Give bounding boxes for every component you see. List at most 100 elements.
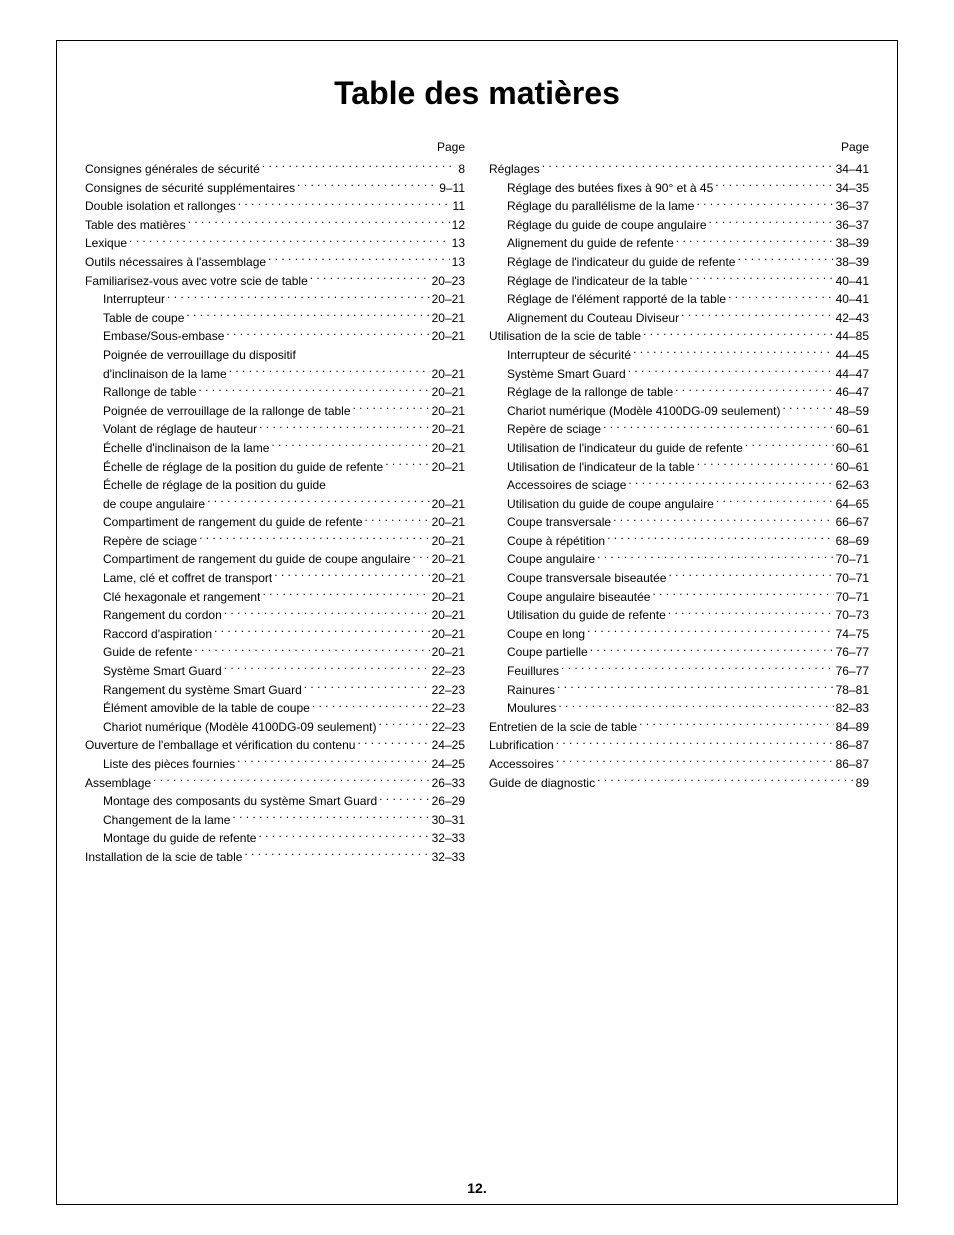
toc-leader-dots <box>153 775 430 787</box>
toc-entry: Moulures82–83 <box>489 699 869 718</box>
toc-entry: Table de coupe 20–21 <box>85 309 465 328</box>
toc-page: 74–75 <box>836 625 869 644</box>
toc-leader-dots <box>639 719 834 731</box>
toc-entry: Montage du guide de refente 32–33 <box>85 829 465 848</box>
toc-entry: Compartiment de rangement du guide de co… <box>85 550 465 569</box>
toc-leader-dots <box>224 663 430 675</box>
toc-entry: de coupe angulaire 20–21 <box>85 495 465 514</box>
toc-entry: Interrupteur de sécurité44–45 <box>489 346 869 365</box>
toc-page: 76–77 <box>836 643 869 662</box>
toc-leader-dots <box>668 607 834 619</box>
toc-label: Réglage de l'indicateur de la table <box>507 272 687 291</box>
toc-page: 20–21 <box>432 532 465 551</box>
toc-label: Échelle de réglage de la position du gui… <box>103 458 383 477</box>
toc-entry: Réglage du guide de coupe angulaire36–37 <box>489 216 869 235</box>
toc-page: 32–33 <box>432 829 465 848</box>
toc-page: 40–41 <box>836 272 869 291</box>
page-header-right: Page <box>489 140 869 154</box>
toc-label: Moulures <box>507 699 556 718</box>
toc-entry: Accessoires86–87 <box>489 755 869 774</box>
toc-label: de coupe angulaire <box>103 495 205 514</box>
toc-leader-dots <box>304 682 430 694</box>
toc-page: 40–41 <box>836 290 869 309</box>
toc-leader-dots <box>262 589 429 601</box>
toc-label: Interrupteur de sécurité <box>507 346 631 365</box>
toc-leader-dots <box>613 514 834 526</box>
toc-label: Utilisation de la scie de table <box>489 327 641 346</box>
toc-entry: Lexique13 <box>85 234 465 253</box>
toc-label: Table de coupe <box>103 309 184 328</box>
toc-leader-dots <box>207 496 430 508</box>
toc-page: 78–81 <box>836 681 869 700</box>
toc-left-list: Consignes générales de sécurité8Consigne… <box>85 160 465 867</box>
toc-label: Réglage des butées fixes à 90° et à 45 <box>507 179 713 198</box>
toc-page: 38–39 <box>836 253 869 272</box>
toc-label: Compartiment de rangement du guide de re… <box>103 513 363 532</box>
toc-label: Système Smart Guard <box>507 365 626 384</box>
toc-leader-dots <box>258 830 429 842</box>
page: Table des matières Page Consignes généra… <box>0 0 954 1235</box>
toc-label: Feuillures <box>507 662 559 681</box>
toc-page: 36–37 <box>836 216 869 235</box>
toc-label: Montage du guide de refente <box>103 829 256 848</box>
toc-entry: Alignement du Couteau Diviseur42–43 <box>489 309 869 328</box>
toc-leader-dots <box>689 273 833 285</box>
toc-page: 60–61 <box>836 458 869 477</box>
toc-leader-dots <box>413 551 430 563</box>
toc-leader-dots <box>675 384 834 396</box>
toc-leader-dots <box>633 347 834 359</box>
toc-entry: Échelle de réglage de la position du gui… <box>85 476 465 495</box>
toc-label: Installation de la scie de table <box>85 848 242 867</box>
toc-entry: Coupe à répétition68–69 <box>489 532 869 551</box>
toc-label: Liste des pièces fournies <box>103 755 235 774</box>
toc-label: Montage des composants du système Smart … <box>103 792 377 811</box>
toc-label: Utilisation du guide de refente <box>507 606 666 625</box>
toc-entry: Réglage de l'élément rapporté de la tabl… <box>489 290 869 309</box>
toc-label: Compartiment de rangement du guide de co… <box>103 550 411 569</box>
toc-page: 13 <box>452 234 465 253</box>
toc-entry: Changement de la lame30–31 <box>85 811 465 830</box>
toc-entry: Chariot numérique (Modèle 4100DG-09 seul… <box>489 402 869 421</box>
toc-page: 20–21 <box>432 606 465 625</box>
toc-page: 62–63 <box>836 476 869 495</box>
toc-leader-dots <box>259 421 430 433</box>
toc-entry: Rangement du cordon20–21 <box>85 606 465 625</box>
toc-leader-dots <box>214 626 430 638</box>
toc-page: 20–21 <box>432 439 465 458</box>
toc-page: 86–87 <box>836 736 869 755</box>
page-title: Table des matières <box>85 75 869 112</box>
toc-label: Rallonge de table <box>103 383 196 402</box>
toc-page: 20–21 <box>432 309 465 328</box>
toc-entry: Coupe transversale biseautée70–71 <box>489 569 869 588</box>
toc-leader-dots <box>229 366 430 378</box>
toc-entry: Alignement du guide de refente38–39 <box>489 234 869 253</box>
toc-entry: Ouverture de l'emballage et vérification… <box>85 736 465 755</box>
toc-entry: Système Smart Guard22–23 <box>85 662 465 681</box>
toc-page: 20–21 <box>432 420 465 439</box>
toc-page: 20–21 <box>432 365 465 384</box>
toc-page: 24–25 <box>432 755 465 774</box>
toc-entry: Poignée de verrouillage du dispositif <box>85 346 465 365</box>
toc-page: 20–21 <box>432 495 465 514</box>
toc-leader-dots <box>603 421 834 433</box>
toc-label: Réglage de l'indicateur du guide de refe… <box>507 253 735 272</box>
toc-entry: Volant de réglage de hauteur20–21 <box>85 420 465 439</box>
toc-leader-dots <box>226 328 429 340</box>
toc-page: 20–21 <box>432 550 465 569</box>
toc-entry: Coupe angulaire biseautée70–71 <box>489 588 869 607</box>
toc-entry: Clé hexagonale et rangement20–21 <box>85 588 465 607</box>
toc-leader-dots <box>237 756 430 768</box>
toc-leader-dots <box>199 533 430 545</box>
toc-entry: Double isolation et rallonges11 <box>85 197 465 216</box>
toc-page: 70–73 <box>836 606 869 625</box>
toc-entry: Interrupteur20–21 <box>85 290 465 309</box>
toc-page: 76–77 <box>836 662 869 681</box>
toc-leader-dots <box>628 477 833 489</box>
toc-leader-dots <box>597 775 854 787</box>
toc-label: Échelle d'inclinaison de la lame <box>103 439 269 458</box>
toc-leader-dots <box>737 254 833 266</box>
toc-page: 20–21 <box>432 643 465 662</box>
toc-leader-dots <box>561 663 834 675</box>
toc-entry: Consignes de sécurité supplémentaires9–1… <box>85 179 465 198</box>
toc-page: 38–39 <box>836 234 869 253</box>
